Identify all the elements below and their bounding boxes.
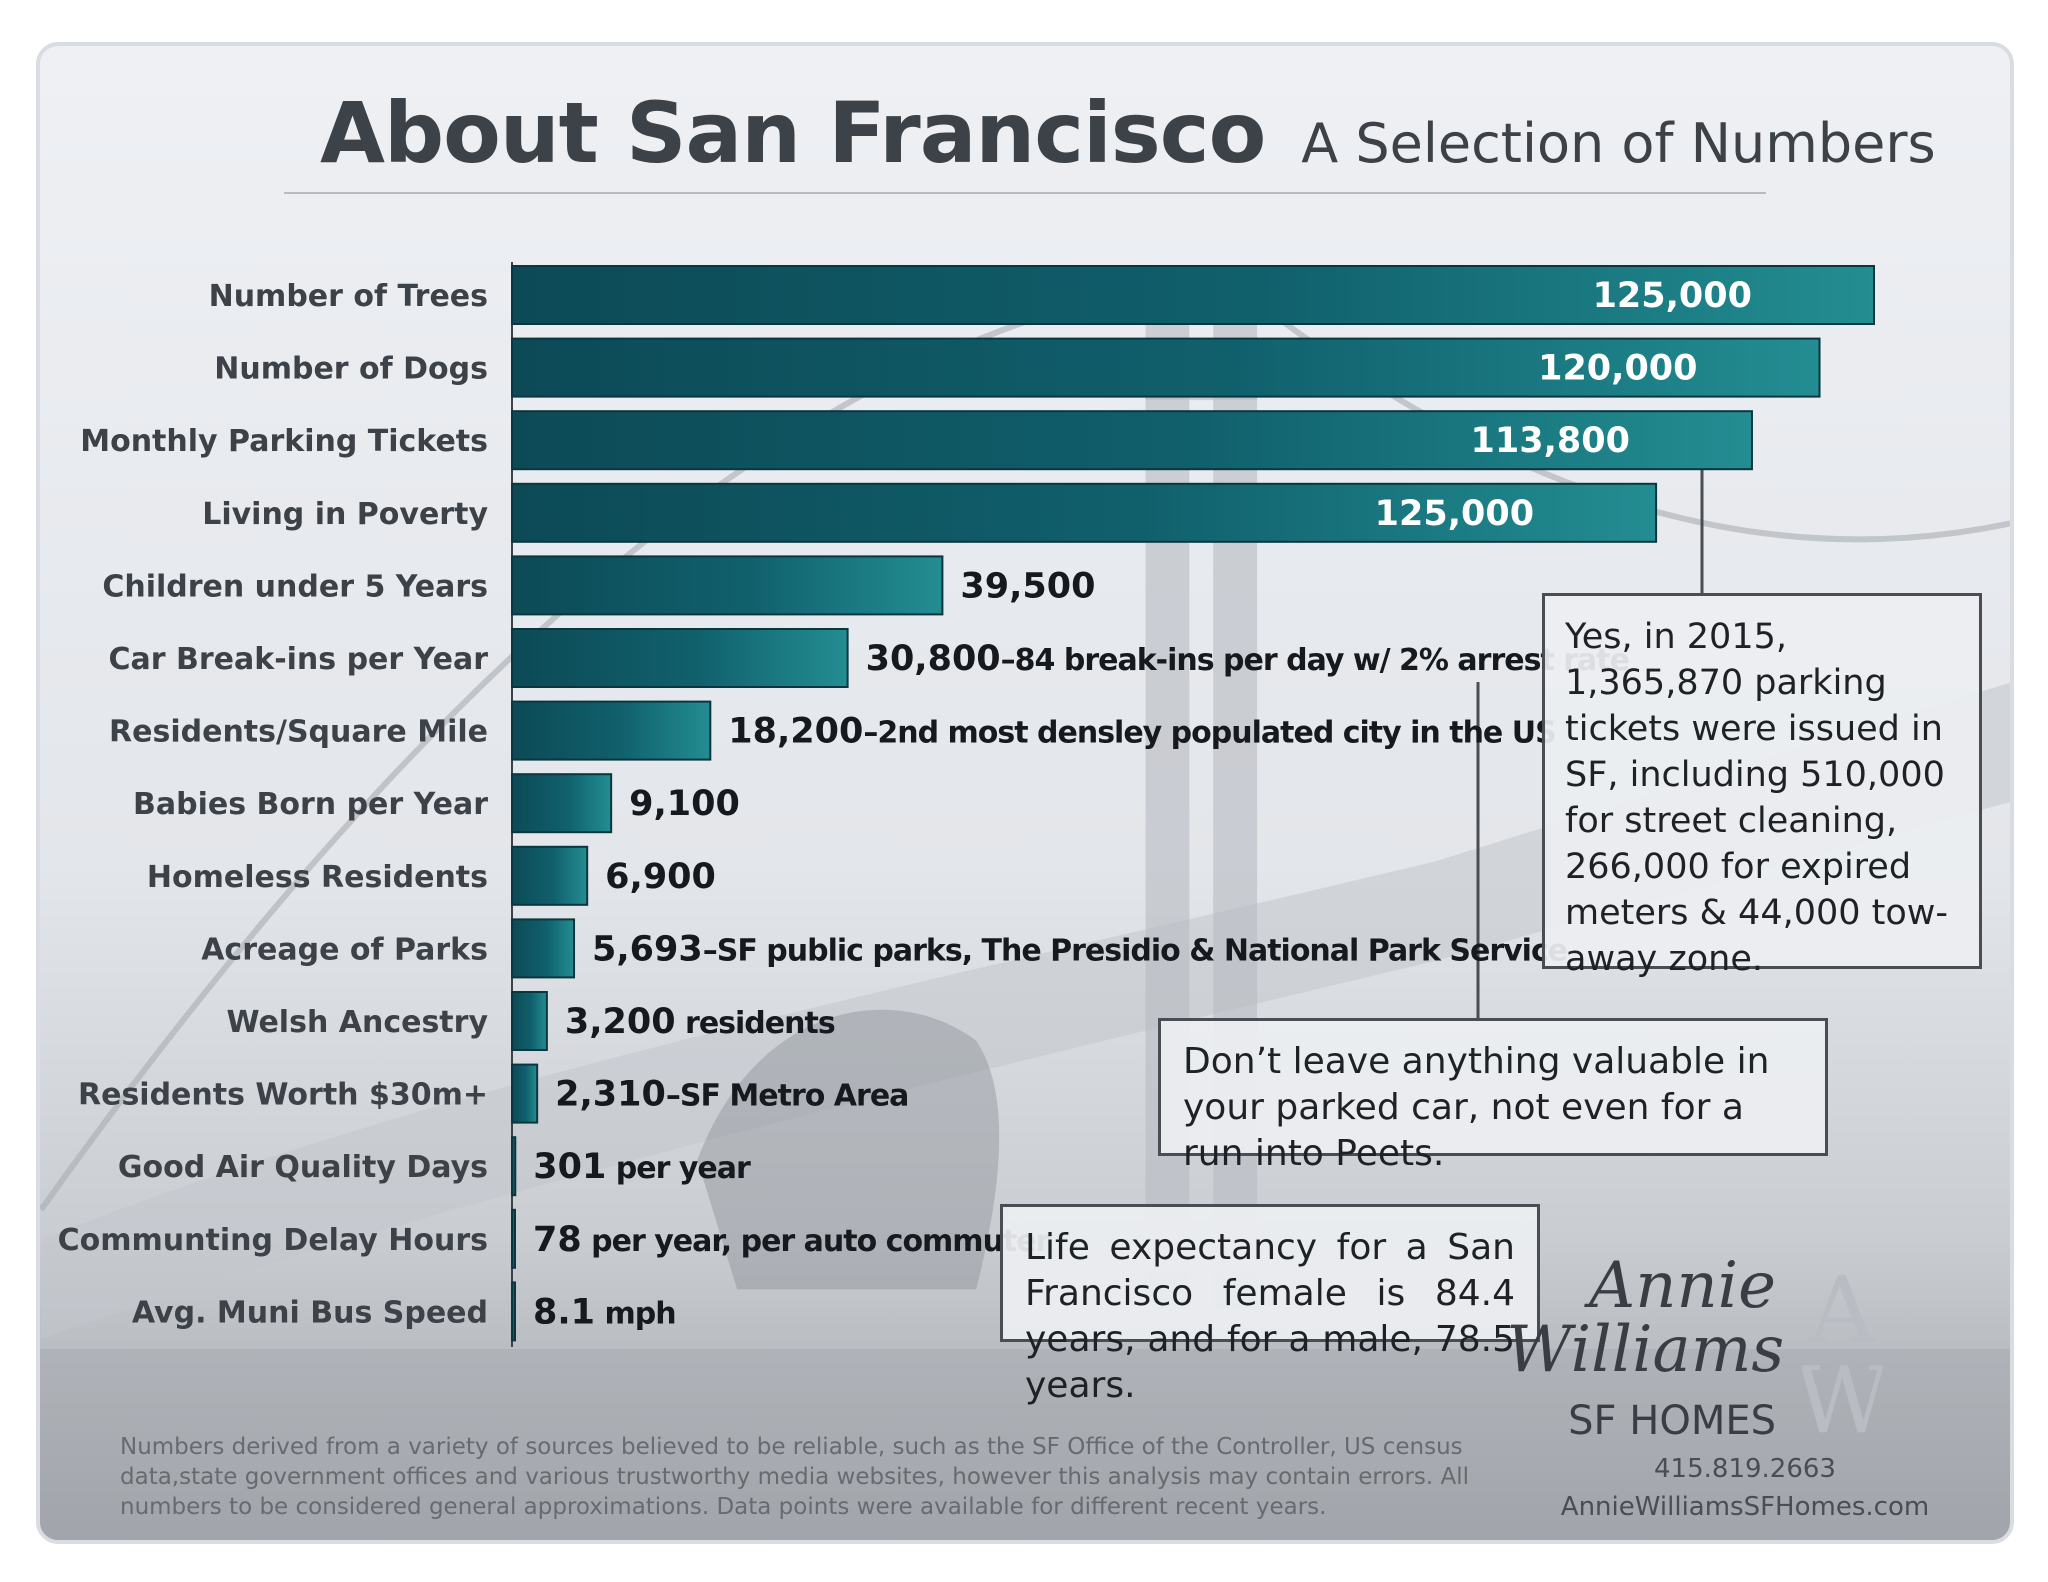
title-row: About San Francisco A Selection of Number… — [320, 84, 1936, 182]
value-label: 30,800–84 break-ins per day w/ 2% arrest… — [866, 639, 1629, 679]
category-label: Number of Trees — [209, 279, 488, 314]
value-note: –SF Metro Area — [666, 1079, 909, 1114]
bar — [511, 1281, 516, 1342]
value-number: 30,800 — [866, 639, 1001, 679]
value-note: per year — [606, 1151, 751, 1186]
brand-website[interactable]: AnnieWilliamsSFHomes.com — [1560, 1492, 1930, 1522]
parking-tickets-note: Yes, in 2015, 1,365,870 parking tickets … — [1542, 593, 1982, 979]
brand-name: Annie Williams — [1506, 1249, 1785, 1387]
bar — [511, 991, 548, 1051]
category-label: Car Break-ins per Year — [108, 642, 488, 677]
category-label: Avg. Muni Bus Speed — [132, 1295, 488, 1330]
value-label: 3,200 residents — [565, 1002, 835, 1042]
value-number: 39,500 — [960, 566, 1095, 606]
value-note: –SF public parks, The Presidio & Nationa… — [703, 933, 1567, 968]
value-number: 18,200 — [728, 712, 863, 752]
value-label: 9,100 — [629, 784, 740, 824]
monogram-w: W — [1802, 1347, 1882, 1442]
value-label: 125,000 — [1375, 494, 1534, 534]
value-label: 301 per year — [533, 1147, 751, 1187]
bar — [511, 773, 613, 834]
value-label: 2,310–SF Metro Area — [555, 1075, 908, 1115]
value-label: 39,500 — [960, 566, 1095, 606]
category-label: Homeless Residents — [147, 860, 488, 895]
value-note: mph — [595, 1296, 676, 1331]
value-number: 301 — [533, 1147, 606, 1187]
bar — [511, 482, 1658, 543]
bar — [511, 555, 944, 616]
category-label: Acreage of Parks — [201, 932, 488, 967]
value-number: 78 — [533, 1220, 582, 1260]
page-subtitle: A Selection of Numbers — [1301, 112, 1936, 175]
brand-name-line1: Annie — [1589, 1249, 1776, 1323]
value-label: 6,900 — [605, 857, 716, 897]
value-note: per year, per auto commuter — [582, 1224, 1051, 1259]
value-label: 120,000 — [1538, 349, 1697, 389]
bar — [511, 918, 576, 979]
page-title: About San Francisco — [320, 84, 1266, 182]
category-label: Children under 5 Years — [102, 569, 488, 604]
value-number: 6,900 — [605, 857, 716, 897]
value-label: 125,000 — [1593, 276, 1752, 316]
brand-subtitle: SF HOMES — [1568, 1398, 1776, 1444]
value-note: residents — [676, 1006, 835, 1041]
value-label: 18,200–2nd most densley populated city i… — [728, 712, 1555, 752]
monogram-a: A — [1808, 1262, 1877, 1364]
value-label: 8.1 mph — [533, 1292, 676, 1332]
bar — [511, 1136, 517, 1197]
brand-phone: 415.819.2663 — [1654, 1454, 1836, 1484]
bar-chart: Number of Trees 125,000 Number of Dogs 120,… — [58, 262, 1875, 1347]
category-label: Number of Dogs — [214, 352, 488, 387]
infographic-card: About San Francisco A Selection of Number… — [36, 42, 2014, 1544]
bar — [511, 628, 849, 688]
life-expectancy-note: Life expectancy for a San Francisco fema… — [1000, 1204, 1540, 1406]
bar — [511, 700, 712, 761]
value-note: –2nd most densley populated city in the … — [863, 716, 1555, 751]
category-label: Babies Born per Year — [133, 787, 488, 822]
brand-monogram: A W — [1802, 1262, 1882, 1442]
value-number: 5,693 — [592, 929, 703, 969]
category-label: Residents Worth $30m+ — [78, 1078, 488, 1113]
bar — [511, 1063, 539, 1124]
bar — [511, 337, 1821, 398]
sources-disclaimer: Numbers derived from a variety of source… — [120, 1434, 1470, 1520]
value-note: –84 break-ins per day w/ 2% arrest rate — [1001, 643, 1629, 678]
value-number: 8.1 — [533, 1292, 595, 1332]
category-label: Living in Poverty — [202, 497, 488, 532]
value-label: 78 per year, per auto commuter — [533, 1220, 1051, 1260]
category-label: Residents/Square Mile — [109, 715, 488, 750]
title-divider — [284, 192, 1766, 194]
category-label: Communting Delay Hours — [58, 1223, 488, 1258]
value-label: 5,693–SF public parks, The Presidio & Na… — [592, 929, 1567, 969]
brand-name-line2: Williams — [1506, 1313, 1785, 1387]
value-label: 113,800 — [1471, 421, 1630, 461]
value-number: 3,200 — [565, 1002, 676, 1042]
bar — [511, 410, 1753, 471]
bar — [511, 265, 1875, 325]
category-label: Good Air Quality Days — [118, 1150, 488, 1185]
value-number: 9,100 — [629, 784, 740, 824]
car-safety-note: Don’t leave anything valuable in your pa… — [1158, 1018, 1828, 1174]
category-label: Monthly Parking Tickets — [80, 424, 488, 459]
category-label: Welsh Ancestry — [226, 1005, 488, 1040]
bar — [511, 1208, 516, 1269]
bar — [511, 845, 589, 906]
value-number: 2,310 — [555, 1075, 666, 1115]
